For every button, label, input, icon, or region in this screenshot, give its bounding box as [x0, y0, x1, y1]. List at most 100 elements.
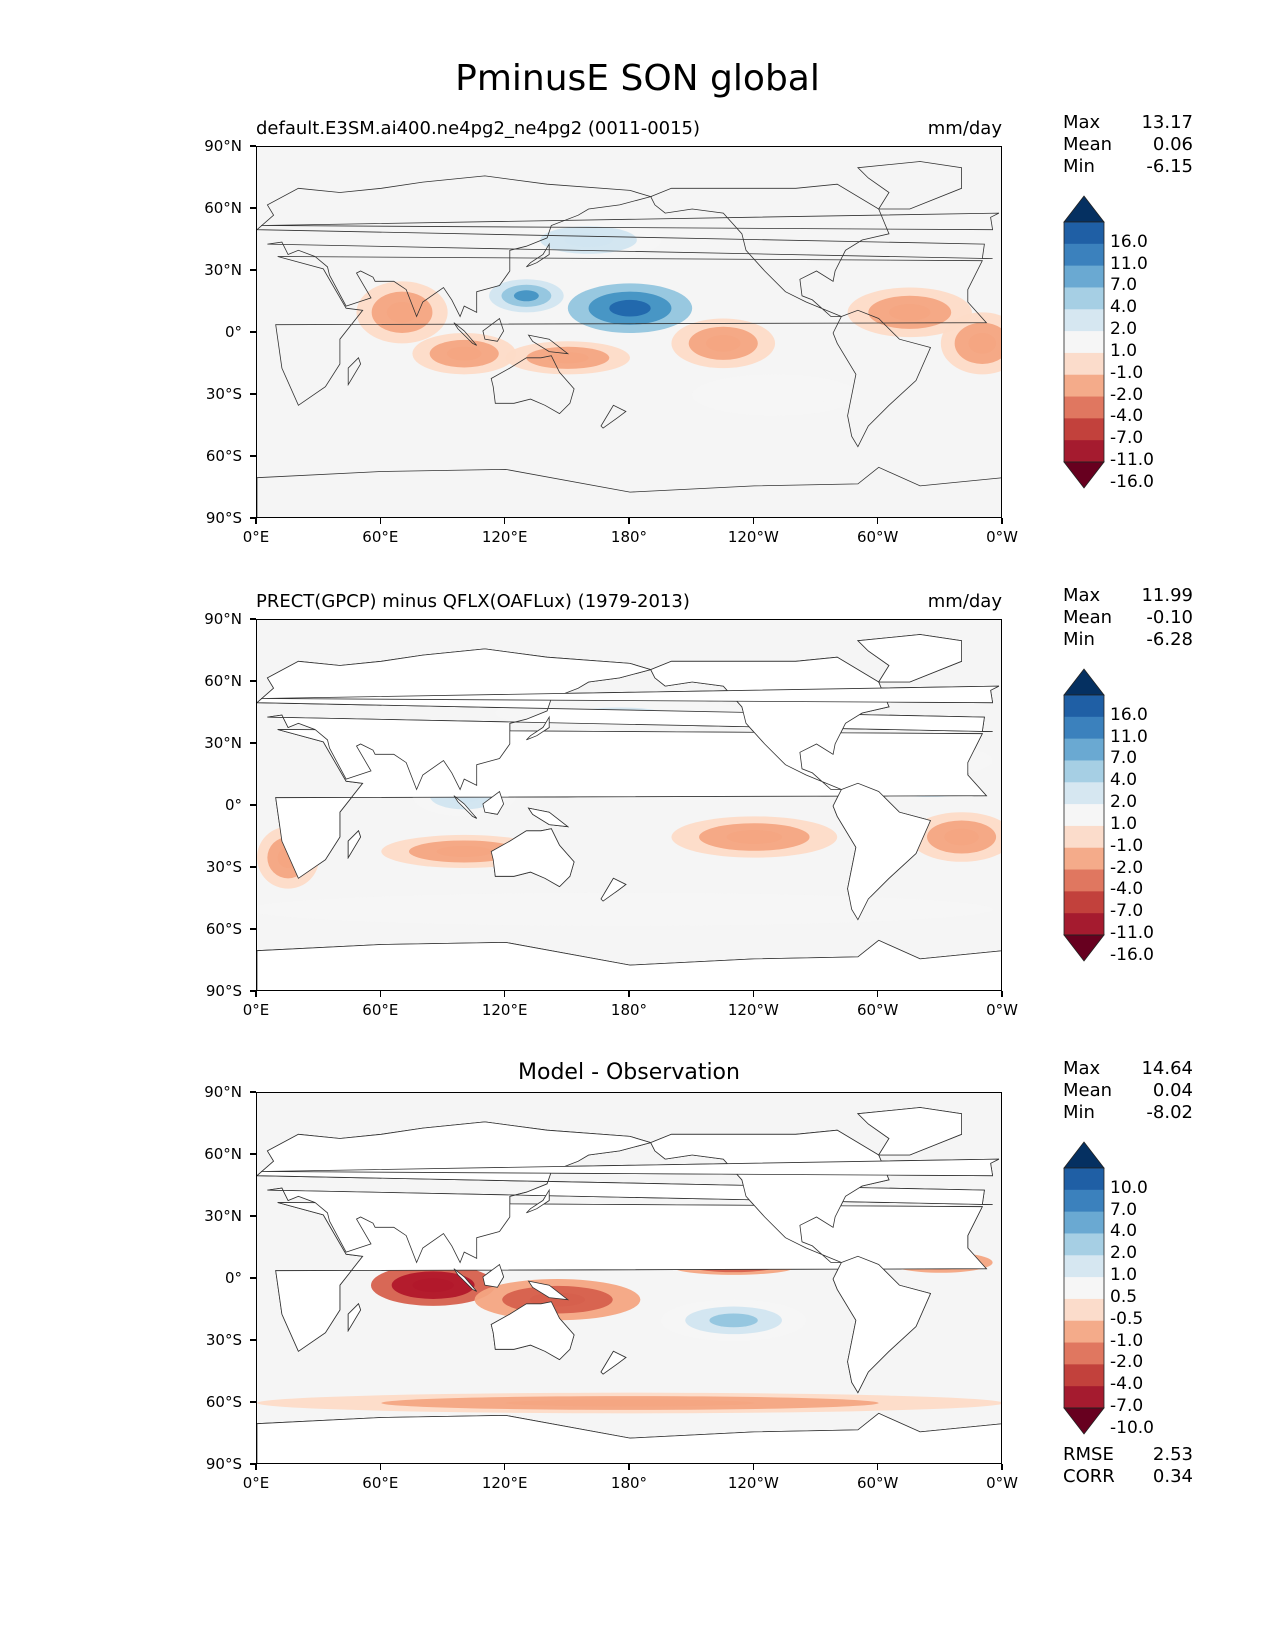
- y-tick-label: 30°S: [205, 858, 242, 876]
- panel-observation: PRECT(GPCP) minus QFLX(OAFLux) (1979-201…: [0, 0, 1275, 991]
- x-tick-label: 120°E: [481, 1001, 528, 1019]
- map-svg: [257, 620, 1001, 990]
- x-tick: [1001, 1464, 1003, 1470]
- colorbar-segment: [1064, 782, 1104, 805]
- y-tick-label: 30°N: [204, 734, 242, 752]
- colorbar-tick-label: 4.0: [1110, 770, 1138, 791]
- colorbar-tick-label: -7.0: [1110, 428, 1144, 449]
- field-contour-4-1: [446, 346, 482, 361]
- coastline-uk: [261, 1158, 1000, 1177]
- field-contour-5-1: [436, 845, 492, 857]
- colorbar-outline: [1063, 1167, 1105, 1409]
- coastline-nz: [600, 877, 627, 902]
- x-tick-label: 0°E: [242, 528, 270, 546]
- y-tick-label: 60°N: [204, 1145, 242, 1163]
- colorbar: [1063, 1141, 1105, 1435]
- colorbar-tick-label: 1.0: [1110, 813, 1138, 834]
- coastline-antarctica: [257, 466, 1001, 517]
- coastline-australia: [490, 1301, 575, 1361]
- coastline-japan: [526, 1188, 550, 1214]
- y-tick-label: 30°N: [204, 261, 242, 279]
- y-tick: [250, 1215, 256, 1217]
- coastline-uk: [261, 685, 1000, 704]
- colorbar-segment: [1064, 695, 1104, 718]
- coastline-uk: [261, 212, 1000, 231]
- stat-label: Min: [1063, 156, 1095, 177]
- field-contour-1-1: [513, 290, 539, 302]
- stat-value: 11.99: [1141, 585, 1193, 606]
- colorbar-extend-bottom: [1063, 934, 1105, 962]
- stat-label: Mean: [1063, 607, 1113, 628]
- colorbar-extend-top: [1063, 668, 1105, 696]
- y-tick: [250, 928, 256, 930]
- x-tick: [628, 518, 630, 524]
- x-tick: [752, 991, 755, 997]
- field-contour-6-1: [726, 830, 782, 844]
- colorbar-tick-label: 4.0: [1110, 1221, 1138, 1242]
- stat-value: 14.64: [1141, 1058, 1193, 1079]
- stats-box: Max 14.64 Mean 0.04 Min -8.02: [1063, 1058, 1193, 1124]
- field-contour-4-1: [495, 903, 744, 915]
- colorbar-tick-label: 7.0: [1110, 1199, 1138, 1220]
- colorbar-segment: [1064, 913, 1104, 936]
- y-tick-label: 60°S: [205, 1393, 242, 1411]
- coastline-antarctica: [257, 939, 1001, 990]
- y-tick: [250, 1091, 256, 1093]
- metrics-box: RMSE 2.53 CORR 0.34: [1063, 1444, 1193, 1488]
- colorbar-segment: [1064, 1255, 1104, 1278]
- y-tick-label: 90°N: [204, 137, 242, 155]
- y-tick: [250, 1153, 256, 1155]
- colorbar-tick-label: -2.0: [1110, 1352, 1144, 1373]
- field-contour-7-1: [709, 1313, 758, 1328]
- x-tick: [379, 991, 382, 997]
- stat-value: 13.17: [1141, 112, 1193, 133]
- y-tick-label: 90°N: [204, 1083, 242, 1101]
- colorbar-segment: [1064, 716, 1104, 740]
- colorbar-segment: [1064, 1233, 1104, 1256]
- colorbar-segment: [1064, 1189, 1104, 1213]
- x-tick: [255, 1464, 257, 1470]
- coastline-greenland: [857, 634, 962, 683]
- field-contour-2-1: [412, 1278, 454, 1293]
- coastline-japan: [526, 242, 550, 268]
- field-contour-0-1: [609, 299, 651, 317]
- colorbar-segment: [1064, 847, 1104, 871]
- x-tick-label: 60°W: [856, 1474, 899, 1492]
- coastline-s_america: [832, 782, 932, 921]
- stat-label: Mean: [1063, 1080, 1113, 1101]
- colorbar-tick-label: 1.0: [1110, 1265, 1138, 1286]
- coastline-eurasia: [257, 1121, 993, 1264]
- field-contour-7-1: [889, 304, 931, 321]
- x-tick-label: 0°W: [986, 1001, 1018, 1019]
- x-tick: [876, 518, 879, 524]
- colorbar-segment: [1064, 804, 1104, 827]
- x-tick: [876, 1464, 879, 1470]
- map-area: [256, 619, 1002, 991]
- colorbar-tick-label: -11.0: [1110, 450, 1154, 470]
- y-tick: [250, 990, 256, 992]
- map-area: [256, 146, 1002, 518]
- x-tick-label: 0°W: [986, 1474, 1018, 1492]
- stat-value: -6.28: [1146, 629, 1193, 650]
- colorbar-tick-label: 2.0: [1110, 792, 1138, 813]
- colorbar-segment: [1064, 1386, 1104, 1409]
- x-tick-label: 60°W: [856, 1001, 899, 1019]
- stat-value: -0.10: [1146, 607, 1193, 628]
- colorbar-tick-label: -7.0: [1110, 1396, 1144, 1416]
- coastline-greenland: [857, 1107, 962, 1156]
- y-tick: [250, 393, 256, 395]
- stat-label: Mean: [1063, 134, 1113, 155]
- colorbar-extend-bottom: [1063, 1407, 1105, 1435]
- colorbar-tick-label: -1.0: [1110, 362, 1144, 383]
- y-tick: [250, 145, 256, 147]
- coastline-eurasia: [257, 175, 993, 318]
- coastline-madagascar: [347, 357, 362, 387]
- coastline-sumatra: [453, 322, 478, 346]
- colorbar-tick-label: -16.0: [1110, 471, 1154, 492]
- field-contour-8-1: [944, 828, 979, 846]
- colorbar: [1063, 668, 1105, 962]
- x-tick: [752, 1464, 755, 1470]
- colorbar-outline: [1063, 694, 1105, 936]
- colorbar-tick-label: 1.0: [1110, 340, 1138, 361]
- stats-box: Max 13.17 Mean 0.06 Min -6.15: [1063, 112, 1193, 178]
